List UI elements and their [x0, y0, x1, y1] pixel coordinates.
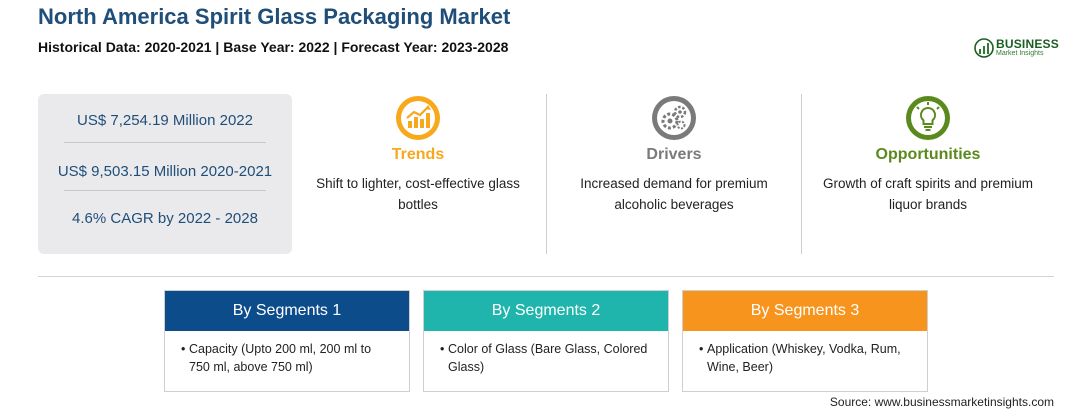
- drivers-title: Drivers: [646, 146, 702, 163]
- drivers-column: Drivers Increased demand for premium alc…: [554, 94, 794, 215]
- page-subtitle: Historical Data: 2020-2021 | Base Year: …: [38, 39, 509, 55]
- stat-market-value-historical: US$ 9,503.15 Million 2020-2021: [57, 163, 273, 180]
- segment-1-header: By Segments 1: [165, 291, 409, 331]
- segment-2-header: By Segments 2: [424, 291, 668, 331]
- segment-3-text: Application (Whiskey, Vodka, Rum, Wine, …: [707, 342, 901, 374]
- segment-2-body: • Color of Glass (Bare Glass, Colored Gl…: [424, 331, 668, 376]
- stat-market-value-2022: US$ 7,254.19 Million 2022: [77, 112, 253, 129]
- page-title: North America Spirit Glass Packaging Mar…: [38, 4, 511, 29]
- opportunities-column: Opportunities Growth of craft spirits an…: [808, 94, 1048, 215]
- opportunities-text: Growth of craft spirits and premium liqu…: [822, 176, 1034, 212]
- segment-3-body: • Application (Whiskey, Vodka, Rum, Wine…: [683, 331, 927, 376]
- segment-2-text: Color of Glass (Bare Glass, Colored Glas…: [448, 342, 648, 374]
- logo-globe-icon: [974, 38, 994, 58]
- segment-card-3: By Segments 3 • Application (Whiskey, Vo…: [682, 290, 928, 392]
- lightbulb-icon: [906, 96, 950, 140]
- trends-text: Shift to lighter, cost-effective glass b…: [316, 176, 520, 212]
- source-link[interactable]: Source: www.businessmarketinsights.com: [829, 395, 1054, 409]
- trends-column: Trends Shift to lighter, cost-effective …: [298, 94, 538, 215]
- stat-divider: [64, 142, 266, 143]
- segment-3-header: By Segments 3: [683, 291, 927, 331]
- bullet: •: [699, 342, 704, 356]
- logo-name: BUSINESS: [996, 37, 1059, 51]
- trends-title: Trends: [391, 146, 445, 163]
- segment-1-text: Capacity (Upto 200 ml, 200 ml to 750 ml,…: [189, 342, 372, 374]
- column-divider: [801, 94, 802, 254]
- stat-divider: [64, 190, 266, 191]
- stat-cagr: 4.6% CAGR by 2022 - 2028: [72, 210, 258, 227]
- market-stats-panel: US$ 7,254.19 Million 2022 US$ 9,503.15 M…: [38, 94, 292, 254]
- column-divider: [546, 94, 547, 254]
- trend-chart-icon: [396, 96, 440, 140]
- opportunities-title: Opportunities: [875, 146, 981, 163]
- segment-card-2: By Segments 2 • Color of Glass (Bare Gla…: [423, 290, 669, 392]
- drivers-text: Increased demand for premium alcoholic b…: [580, 176, 768, 212]
- gears-icon: [652, 96, 696, 140]
- bullet: •: [440, 342, 445, 356]
- company-logo: BUSINESS Market Insights: [974, 36, 1064, 62]
- segment-card-1: By Segments 1 • Capacity (Upto 200 ml, 2…: [164, 290, 410, 392]
- logo-tagline: Market Insights: [996, 50, 1044, 57]
- segment-1-body: • Capacity (Upto 200 ml, 200 ml to 750 m…: [165, 331, 409, 376]
- section-divider: [38, 276, 1054, 277]
- bullet: •: [181, 342, 186, 356]
